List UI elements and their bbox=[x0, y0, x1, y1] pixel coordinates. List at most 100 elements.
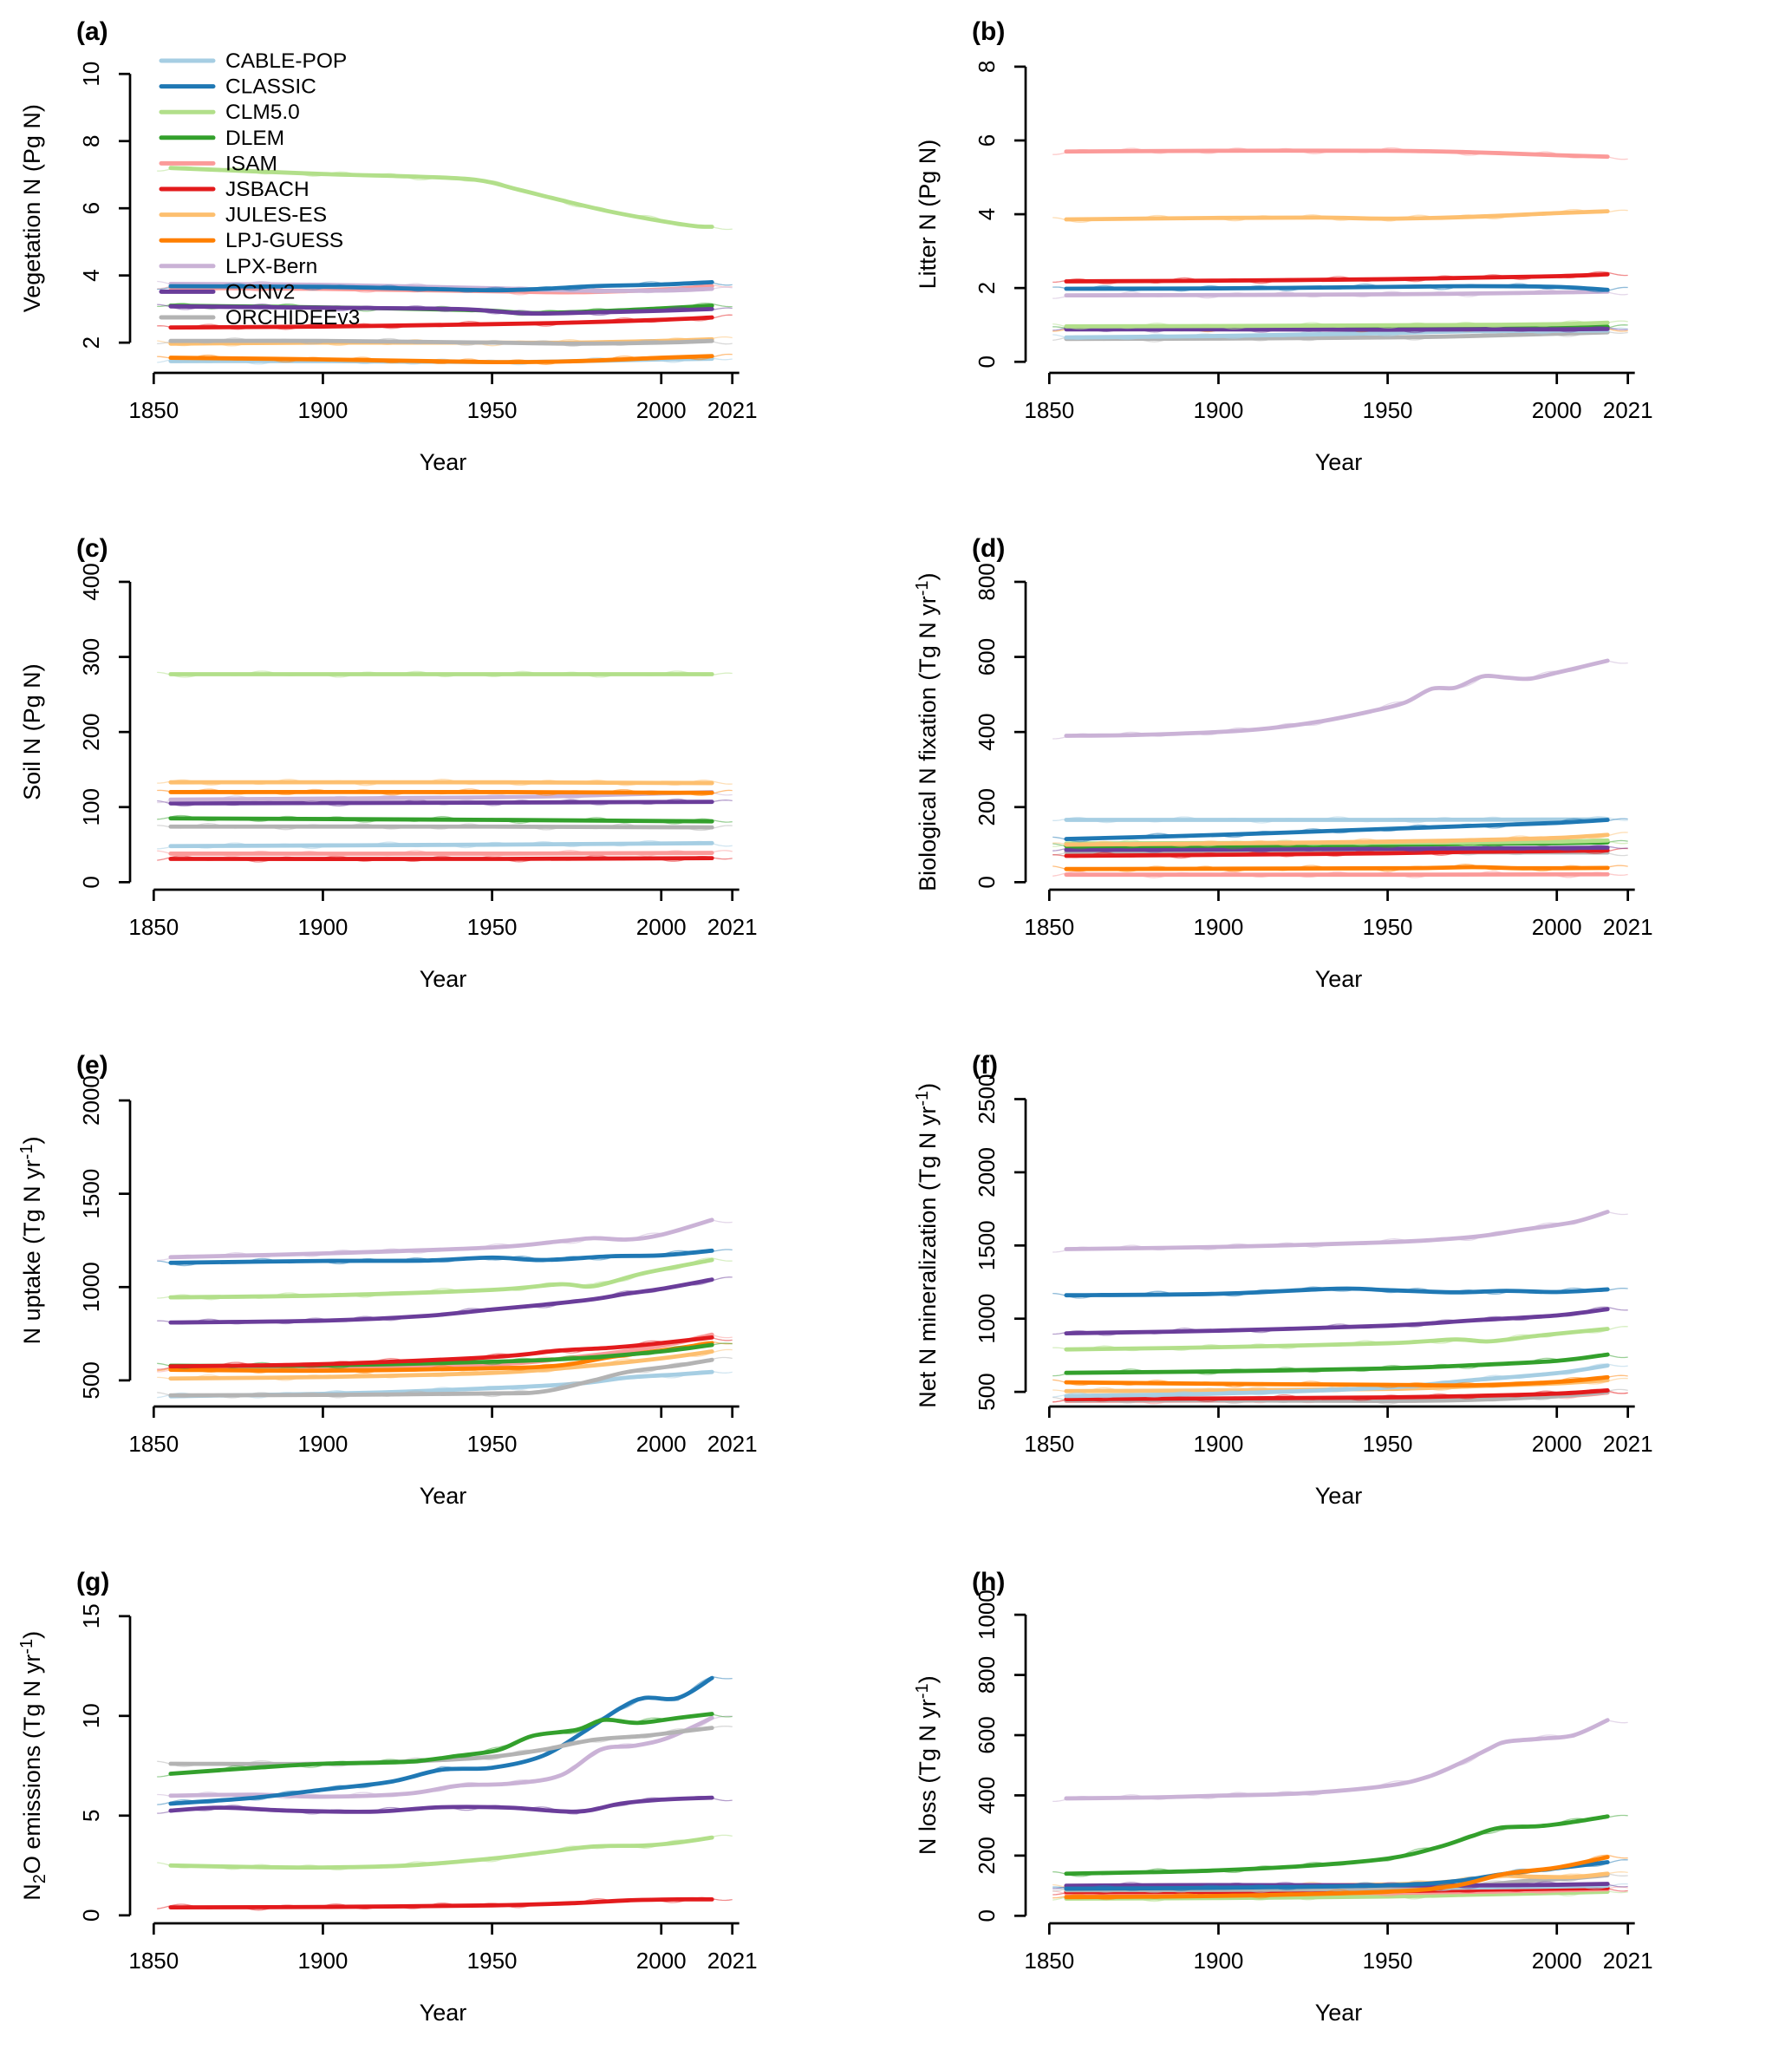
panel-b-x-axis: 1850 1900 1950 2000 2021 Year bbox=[1024, 371, 1653, 475]
panel-a-series-OCNv2 bbox=[157, 303, 733, 317]
legend-item-CABLE-POP: CABLE-POP bbox=[159, 49, 347, 73]
panel-g-series-DLEM bbox=[157, 1712, 733, 1778]
y-tick-label: 400 bbox=[974, 1777, 1000, 1814]
panel-d-series-LPJ-GUESS bbox=[1052, 864, 1628, 872]
smoothed-line bbox=[1064, 1352, 1610, 1375]
panel-g-series-CLASSIC bbox=[157, 1675, 733, 1806]
panel-c-y-axis: 0 100 200 300 400 Soil N (Pg N) bbox=[19, 563, 132, 889]
panel-f-series-JSBACH bbox=[1052, 1388, 1628, 1403]
smoothed-line bbox=[168, 856, 714, 861]
x-tick-label: 1850 bbox=[128, 397, 179, 423]
y-tick-label: 1000 bbox=[974, 1589, 1000, 1640]
smoothed-line bbox=[1064, 865, 1610, 871]
y-tick-label: 2000 bbox=[974, 1147, 1000, 1198]
smoothed-line bbox=[1064, 1855, 1610, 1900]
smoothed-line bbox=[168, 816, 714, 824]
panel-f-series-LPX-Bern bbox=[1052, 1210, 1628, 1253]
x-tick-label: 2021 bbox=[707, 397, 758, 423]
smoothed-line bbox=[1064, 1307, 1610, 1335]
panel-h-x-axis: 1850 1900 1950 2000 2021 Year bbox=[1024, 1922, 1653, 2026]
smoothed-line bbox=[168, 1217, 714, 1260]
panel-d-series-JSBACH bbox=[1052, 847, 1628, 859]
panel-d-series-CLASSIC bbox=[1052, 818, 1628, 843]
y-tick-label: 1000 bbox=[974, 1294, 1000, 1344]
panel-a-y-axis: 2 4 6 8 10 Vegetation N (Pg N) bbox=[19, 62, 132, 349]
panel-c-series-DLEM bbox=[157, 814, 733, 825]
legend-label-CLASSIC: CLASSIC bbox=[225, 75, 316, 99]
legend-item-JULES-ES: JULES-ES bbox=[159, 204, 327, 227]
smoothed-line bbox=[168, 1896, 714, 1909]
y-tick-label: 100 bbox=[78, 788, 104, 826]
smoothed-line bbox=[1064, 1327, 1610, 1352]
x-tick-label: 1950 bbox=[467, 1948, 518, 1974]
panel-a-series-LPJ-GUESS bbox=[157, 353, 733, 365]
panel-c-series-CABLE-POP bbox=[157, 839, 733, 850]
smoothed-line bbox=[1064, 290, 1610, 298]
y-tick-label: 6 bbox=[78, 202, 104, 214]
y-tick-label: 2500 bbox=[974, 1074, 1000, 1125]
smoothed-line bbox=[1064, 658, 1610, 738]
panel-g-x-axis-title: Year bbox=[420, 2000, 467, 2026]
panel-e-series-ORCHIDEEv3 bbox=[157, 1356, 733, 1399]
panel-e-series-LPX-Bern bbox=[157, 1217, 733, 1261]
x-tick-label: 1950 bbox=[467, 397, 518, 423]
panel-a-series-JSBACH bbox=[157, 314, 733, 330]
panel-d-label: (d) bbox=[972, 534, 1005, 563]
legend-label-DLEM: DLEM bbox=[225, 127, 284, 150]
smoothed-line bbox=[168, 280, 714, 293]
panel-b-x-axis-title: Year bbox=[1315, 449, 1363, 475]
y-tick-label: 8 bbox=[974, 61, 1000, 73]
smoothed-line bbox=[1064, 818, 1610, 841]
x-tick-label: 1900 bbox=[298, 397, 349, 423]
annual-line bbox=[1052, 1211, 1628, 1253]
panel-c-series-LPJ-GUESS bbox=[157, 788, 733, 796]
smoothed-line bbox=[168, 800, 714, 806]
panel-b-y-axis-title: Litter N (Pg N) bbox=[915, 140, 941, 290]
panel-a-label: (a) bbox=[76, 17, 108, 46]
smoothed-line bbox=[168, 780, 714, 786]
x-tick-label: 1950 bbox=[1363, 1948, 1413, 1974]
panel-e-series-CLM5.0 bbox=[157, 1257, 733, 1301]
panel-b-series-JSBACH bbox=[1052, 271, 1628, 285]
y-tick-label: 200 bbox=[974, 1837, 1000, 1874]
x-tick-label: 1900 bbox=[298, 1431, 349, 1457]
legend-item-ORCHIDEEv3: ORCHIDEEv3 bbox=[159, 306, 360, 330]
smoothed-line bbox=[1064, 832, 1610, 847]
smoothed-line bbox=[168, 1795, 714, 1814]
smoothed-line bbox=[168, 1675, 714, 1806]
panel-a-series-CLM5.0 bbox=[157, 166, 733, 231]
panel-e-y-axis: 500 1000 1500 2000 N uptake (Tg N yr-1) bbox=[17, 1075, 132, 1400]
smoothed-line bbox=[168, 354, 714, 365]
smoothed-line bbox=[1064, 848, 1610, 858]
panel-c-series-JULES-ES bbox=[157, 779, 733, 786]
x-tick-label: 2000 bbox=[1532, 397, 1582, 423]
smoothed-line bbox=[168, 315, 714, 330]
legend-label-CLM5.0: CLM5.0 bbox=[225, 101, 300, 124]
legend-item-CLASSIC: CLASSIC bbox=[159, 75, 316, 99]
panel-c-x-axis: 1850 1900 1950 2000 2021 Year bbox=[128, 888, 758, 992]
panel-e: (e) 500 1000 1500 2000 N uptake (Tg N yr-1) 18… bbox=[17, 1051, 758, 1509]
panel-d-x-axis-title: Year bbox=[1315, 966, 1363, 992]
smoothed-line bbox=[168, 1257, 714, 1300]
legend-item-DLEM: DLEM bbox=[159, 127, 284, 150]
panel-f-series-CLM5.0 bbox=[1052, 1326, 1628, 1352]
smoothed-line bbox=[168, 1277, 714, 1325]
x-tick-label: 1850 bbox=[128, 914, 179, 940]
x-tick-label: 1950 bbox=[1363, 1431, 1413, 1457]
smoothed-line bbox=[168, 1835, 714, 1870]
smoothed-line bbox=[1064, 1210, 1610, 1251]
y-tick-label: 1500 bbox=[78, 1169, 104, 1219]
panel-d-y-axis-title: Biological N fixation (Tg N yr-1) bbox=[913, 572, 941, 891]
y-tick-label: 400 bbox=[974, 713, 1000, 750]
panel-g-x-axis: 1850 1900 1950 2000 2021 Year bbox=[128, 1922, 758, 2026]
panel-f-series-CLASSIC bbox=[1052, 1286, 1628, 1299]
y-tick-label: 200 bbox=[78, 713, 104, 750]
legend-item-ISAM: ISAM bbox=[159, 152, 277, 175]
y-tick-label: 2 bbox=[974, 282, 1000, 294]
smoothed-line bbox=[1064, 1286, 1610, 1298]
panel-a-x-axis: 1850 1900 1950 2000 2021 Year bbox=[128, 371, 758, 475]
panel-d-series-ISAM bbox=[1052, 871, 1628, 878]
y-tick-label: 1500 bbox=[974, 1220, 1000, 1270]
x-tick-label: 2021 bbox=[1603, 1431, 1653, 1457]
panel-g-label: (g) bbox=[76, 1568, 109, 1596]
